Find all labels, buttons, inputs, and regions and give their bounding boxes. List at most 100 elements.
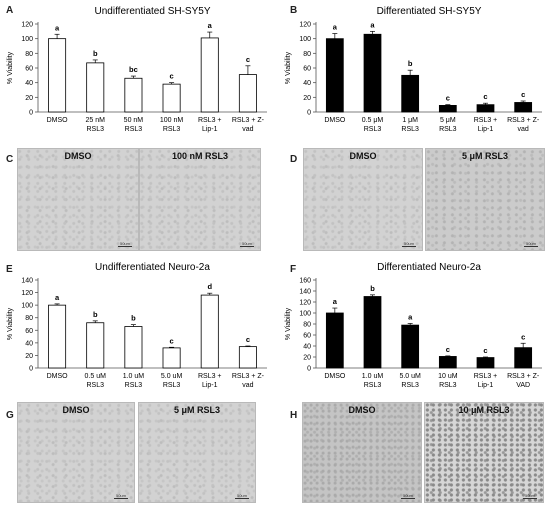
bar	[200, 294, 219, 369]
chart-undifferentiated-sh-sy5y: Undifferentiated SH-SY5Y % Viability 0 20 40…	[7, 6, 267, 133]
micrograph-label: DMSO	[64, 151, 92, 161]
y-axis-label: % Viability	[285, 307, 292, 340]
bar	[238, 74, 257, 113]
x-tick-label: Lip-1	[478, 382, 494, 389]
x-tick-label: RSL3	[364, 382, 382, 389]
y-tick-label: 80	[303, 51, 311, 58]
significance-letter: a	[370, 20, 375, 29]
panel-f: Differentiated Neuro-2a % Viability 0 20 40 6…	[278, 256, 550, 396]
chart-title: Differentiated Neuro-2a	[377, 262, 481, 273]
x-tick-label: DMSO	[47, 117, 69, 124]
x-tick-label: RSL3	[86, 382, 104, 389]
chart-differentiated-sh-sy5y: Differentiated SH-SY5Y % Viability 0 20 40 60…	[285, 6, 542, 133]
bar	[401, 324, 420, 369]
micrograph-label: 5 μM RSL3	[173, 405, 220, 415]
y-axis-label: % Viability	[285, 51, 292, 84]
x-tick-label: RSL3	[439, 382, 457, 389]
bar	[438, 356, 457, 369]
significance-letter: c	[483, 346, 487, 355]
y-tick-label: 0	[307, 366, 311, 373]
bar	[48, 38, 67, 113]
micrograph-label: 10 μM RSL3	[458, 405, 510, 415]
chart-title: Differentiated SH-SY5Y	[377, 6, 482, 17]
significance-letter: a	[408, 312, 413, 321]
y-tick-label: 60	[25, 328, 33, 335]
y-tick-label: 20	[25, 353, 33, 360]
micrograph-c-dmso: DMSO 50um	[17, 148, 139, 251]
x-tick-label: 5.0 uM	[161, 373, 183, 380]
x-tick-label: 0.5 μM	[362, 117, 384, 124]
significance-letter: c	[483, 92, 487, 101]
y-tick-label: 40	[303, 80, 311, 87]
y-tick-label: 160	[299, 278, 311, 285]
x-tick-label: RSL3	[364, 126, 382, 133]
bar	[325, 38, 344, 113]
x-tick-label: DMSO	[324, 117, 346, 124]
x-tick-label: RSL3	[125, 126, 143, 133]
y-tick-label: 100	[21, 36, 33, 43]
y-tick-label: 80	[25, 315, 33, 322]
scale-bar: 50um	[117, 241, 132, 247]
micrograph-h-dmso: DMSO 50um	[302, 402, 422, 503]
y-tick-label: 20	[25, 95, 33, 102]
x-tick-label: vad	[242, 126, 253, 133]
significance-letter: d	[207, 282, 212, 291]
x-tick-label: Lip-1	[202, 382, 218, 389]
significance-letter: c	[521, 90, 525, 99]
chart-title: Undifferentiated Neuro-2a	[95, 262, 210, 273]
panel-letter-g: G	[6, 410, 14, 421]
x-tick-label: 25 nM	[86, 117, 106, 124]
panel-letter-b: B	[290, 5, 298, 16]
scale-bar: 50um	[234, 493, 249, 499]
scale-bar: 50um	[239, 241, 254, 247]
y-axis-label: % Viability	[7, 51, 14, 84]
significance-letter: a	[55, 293, 60, 302]
y-tick-label: 0	[29, 110, 33, 117]
y-tick-label: 120	[21, 290, 33, 297]
micrograph-h-rsl3: 10 μM RSL3 50um	[424, 402, 544, 503]
x-tick-label: 1.0 uM	[123, 373, 145, 380]
x-tick-label: VAD	[516, 382, 530, 389]
x-tick-label: RSL3	[125, 382, 143, 389]
panel-b: Differentiated SH-SY5Y % Viability 0 20 40 60…	[278, 0, 550, 140]
significance-letter: c	[169, 72, 173, 81]
y-tick-label: 140	[21, 278, 33, 285]
x-tick-label: RSL3	[86, 126, 104, 133]
panel-e: Undifferentiated Neuro-2a % Viability 0 20 4…	[0, 256, 275, 396]
micrograph-label: DMSO	[348, 405, 376, 415]
panel-letter-f: F	[290, 264, 297, 275]
x-tick-label: DMSO	[324, 373, 346, 380]
significance-letter: a	[333, 297, 338, 306]
x-tick-label: Lip-1	[478, 126, 494, 133]
bar	[476, 104, 495, 113]
micrograph-label: DMSO	[349, 151, 377, 161]
x-tick-label: vad	[518, 126, 529, 133]
y-tick-label: 80	[303, 322, 311, 329]
micrograph-label: 5 μM RSL3	[461, 151, 508, 161]
x-tick-label: RSL3 + Z-	[507, 373, 540, 380]
micrograph-d-dmso: DMSO 50um	[303, 148, 423, 251]
y-tick-label: 40	[25, 340, 33, 347]
bar	[514, 102, 533, 113]
bar	[363, 296, 382, 369]
x-tick-label: 10 uM	[438, 373, 458, 380]
x-tick-label: RSL3 + Z-	[232, 117, 265, 124]
y-tick-label: 120	[21, 22, 33, 29]
bar	[86, 62, 105, 113]
y-tick-label: 120	[299, 300, 311, 307]
bar	[124, 326, 143, 369]
bar	[325, 312, 344, 369]
bar	[476, 357, 495, 369]
significance-letter: a	[333, 23, 338, 32]
y-tick-label: 100	[299, 36, 311, 43]
x-tick-label: RSL3	[401, 126, 419, 133]
y-tick-label: 100	[299, 311, 311, 318]
scale-bar: 50um	[400, 493, 415, 499]
y-tick-label: 120	[299, 22, 311, 29]
x-tick-label: 1.0 uM	[362, 373, 384, 380]
y-tick-label: 20	[303, 95, 311, 102]
significance-letter: c	[169, 336, 173, 345]
micrograph-label: DMSO	[62, 405, 90, 415]
x-tick-label: RSL3 +	[198, 373, 222, 380]
x-tick-label: RSL3	[163, 382, 181, 389]
